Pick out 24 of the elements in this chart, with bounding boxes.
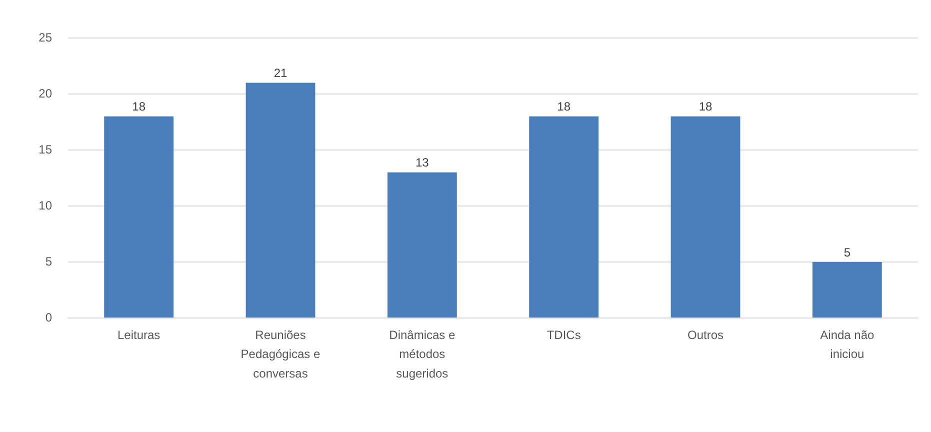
x-tick-label: TDICs: [546, 328, 581, 342]
y-tick-label: 10: [38, 198, 52, 212]
x-tick-label: Leituras: [117, 328, 160, 342]
data-label: 18: [698, 100, 712, 114]
bar: [104, 116, 174, 318]
x-tick-label: Dinâmicas e métodos sugeridos: [389, 328, 456, 380]
y-tick-label: 20: [38, 86, 52, 100]
data-label: 18: [132, 100, 146, 114]
bar: [387, 172, 457, 318]
y-tick-label: 15: [38, 142, 52, 156]
y-tick-label: 25: [38, 30, 52, 44]
data-label: 21: [274, 66, 288, 80]
bar: [529, 116, 599, 318]
x-tick-label: Ainda não iniciou: [820, 328, 875, 362]
x-tick-label: Reuniões Pedagógicas e conversas: [240, 328, 321, 380]
x-tick-label: Outros: [687, 328, 724, 342]
y-tick-label: 5: [45, 254, 52, 268]
y-tick-label: 0: [45, 310, 52, 324]
bar: [812, 262, 882, 318]
bar: [246, 82, 316, 318]
data-label: 13: [415, 156, 430, 170]
data-label: 5: [844, 245, 851, 260]
data-label: 18: [557, 100, 571, 114]
bar: [670, 116, 740, 318]
